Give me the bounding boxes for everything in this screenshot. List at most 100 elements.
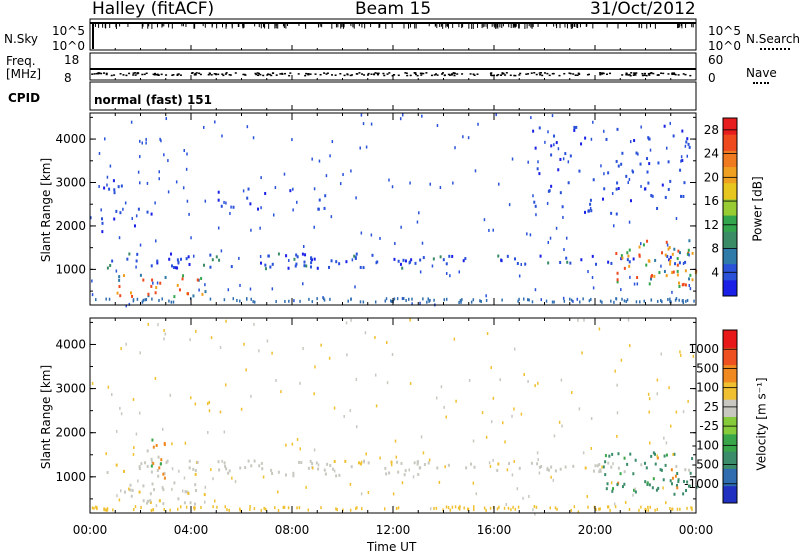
echo-cell — [682, 492, 685, 496]
echo-speckle — [178, 469, 180, 473]
echo-near-range — [638, 508, 640, 512]
echo-cell — [103, 186, 106, 190]
echo-cell — [540, 465, 543, 469]
echo-speckle — [333, 469, 336, 473]
echo-near-range — [428, 299, 430, 303]
echo-cell — [154, 291, 157, 295]
echo-cell — [173, 481, 176, 485]
echo-cell — [679, 168, 682, 172]
echo-speckle — [161, 427, 164, 431]
echo-speckle — [90, 216, 92, 220]
echo-cell — [111, 259, 114, 263]
echo-cell — [553, 134, 556, 138]
echo-speckle — [576, 297, 579, 301]
echo-cell — [402, 258, 405, 262]
echo-speckle — [154, 201, 156, 205]
echo-cell — [685, 140, 688, 144]
echo-speckle — [429, 507, 432, 511]
echo-cell — [646, 481, 649, 485]
echo-near-range — [106, 507, 109, 511]
echo-cell — [688, 145, 691, 149]
nave-point — [605, 73, 608, 75]
echo-speckle — [291, 138, 293, 142]
nave-point — [176, 74, 179, 76]
echo-near-range — [396, 297, 399, 301]
nave-point — [113, 74, 116, 76]
nsearch-legend-line — [760, 48, 790, 50]
nave-point — [284, 72, 287, 75]
echo-cell — [177, 497, 180, 501]
echo-cell — [253, 459, 256, 463]
echo-speckle — [449, 274, 451, 278]
echo-cell — [671, 476, 674, 480]
echo-near-range — [682, 300, 685, 304]
echo-near-range — [485, 298, 488, 302]
echo-speckle — [355, 196, 357, 200]
echo-speckle — [135, 432, 138, 436]
echo-speckle — [158, 170, 160, 174]
echo-cell — [187, 255, 190, 259]
echo-near-range — [517, 299, 519, 303]
echo-cell — [591, 254, 594, 258]
echo-speckle — [283, 172, 286, 176]
echo-speckle — [455, 399, 457, 403]
echo-cell — [569, 154, 572, 158]
echo-cell — [650, 277, 653, 281]
echo-cell — [414, 261, 417, 265]
echo-speckle — [160, 139, 162, 143]
colorbar-swatch — [723, 166, 737, 184]
echo-speckle — [109, 164, 112, 168]
nave-point — [548, 74, 551, 77]
echo-cell — [647, 181, 650, 185]
echo-cell — [569, 261, 572, 265]
echo-near-range — [678, 298, 680, 302]
nave-point — [125, 74, 128, 77]
echo-near-range — [356, 506, 358, 510]
nave-point — [224, 73, 227, 75]
echo-cell — [232, 205, 235, 209]
panel-frame — [89, 317, 697, 514]
echo-speckle — [458, 270, 461, 274]
echo-near-range — [535, 505, 538, 509]
echo-speckle — [419, 301, 421, 305]
echo-near-range — [621, 297, 623, 301]
echo-speckle — [355, 377, 358, 381]
echo-speckle — [386, 341, 388, 345]
echo-cell — [623, 470, 626, 474]
echo-cell — [686, 480, 689, 484]
echo-speckle — [202, 125, 205, 129]
echo-cell — [605, 137, 608, 141]
colorbar-swatch — [723, 118, 737, 135]
echo-cell — [610, 261, 613, 265]
echo-cell — [610, 465, 613, 469]
nave-point — [177, 73, 180, 75]
echo-speckle — [288, 259, 290, 263]
nave-point — [497, 73, 500, 76]
echo-near-range — [91, 506, 94, 510]
echo-cell — [663, 454, 666, 458]
nave-point — [271, 72, 274, 74]
echo-speckle — [603, 129, 605, 133]
echo-speckle — [520, 263, 523, 267]
echo-cell — [668, 246, 671, 250]
echo-near-range — [467, 507, 470, 511]
echo-near-range — [553, 300, 555, 304]
echo-cell — [695, 485, 698, 489]
nave-point — [425, 72, 428, 74]
echo-speckle — [221, 459, 223, 463]
echo-speckle — [513, 347, 516, 351]
nave-point — [370, 73, 373, 75]
echo-cell — [413, 461, 416, 465]
echo-cell — [688, 277, 691, 281]
nave-point — [513, 74, 516, 77]
echo-cell — [604, 454, 607, 458]
echo-cell — [338, 473, 341, 477]
nave-point — [576, 74, 579, 77]
nave-point — [388, 72, 391, 74]
echo-cell — [676, 486, 679, 490]
echo-speckle — [271, 287, 274, 291]
echo-cell — [261, 467, 264, 471]
echo-cell — [150, 264, 153, 268]
echo-speckle — [529, 233, 532, 237]
echo-near-range — [216, 505, 218, 509]
